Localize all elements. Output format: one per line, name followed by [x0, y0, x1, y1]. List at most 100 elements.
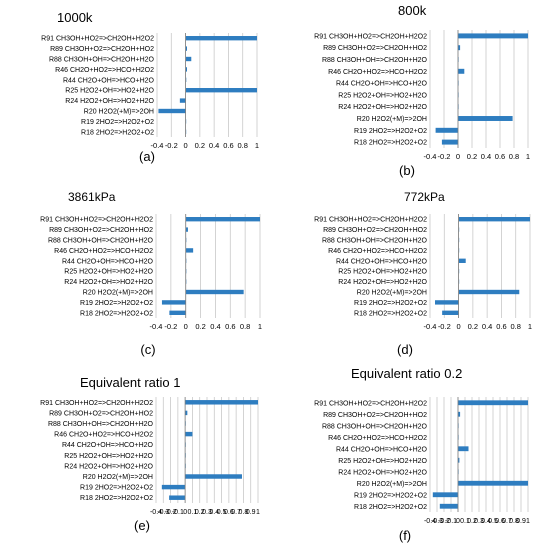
category-label: R25 H2O2+OH=>HO2+H2O — [64, 453, 153, 460]
category-label: R20 H2O2(+M)=>2OH — [83, 474, 153, 481]
category-label: R91 CH3OH+HO2=>CH2OH+H2O2 — [41, 36, 154, 43]
bar — [458, 258, 466, 263]
panel-label: (a) — [139, 149, 155, 164]
x-tick-label: 0.4 — [209, 509, 219, 516]
bar — [185, 217, 260, 222]
x-tick-label: -0.2 — [438, 518, 450, 525]
chart-panel-a: 1000k -0.4 -0.2 0 0.2 0.4 0.6 0.8 1 R91 CH3OH+HO2… — [41, 10, 259, 164]
bar — [185, 67, 187, 72]
chart-title: 800k — [398, 3, 427, 18]
x-tick-label: 0.6 — [495, 152, 505, 161]
category-label: R44 CH2O+OH=>HCO+H2O — [62, 258, 154, 265]
x-tick-label: -0.2 — [438, 152, 451, 161]
category-label: R25 H2O2+OH=>HO2+H2O — [64, 269, 153, 276]
chart-panel-c: 3861kPa -0.4 -0.2 0 0.2 0.4 0.6 0.8 1 R91 CH3OH+H… — [40, 190, 262, 357]
chart-title: Equivalent ratio 0.2 — [351, 366, 462, 381]
bar — [161, 300, 186, 305]
category-label: R91 CH3OH+HO2=>CH2OH+H2O2 — [314, 217, 427, 224]
category-label: R19 2HO2=>H2O2+O2 — [80, 485, 153, 492]
category-label: R46 CH2O+HO2=>HCO+H2O2 — [54, 248, 153, 255]
bar — [458, 116, 513, 121]
category-label: R88 CH3OH+OH=>CH2OH+H2O — [48, 238, 154, 245]
bar — [185, 474, 242, 479]
x-tick-label: 0.8 — [510, 322, 520, 331]
x-tick-label: 0.2 — [195, 322, 205, 331]
x-tick-label: 0.5 — [217, 509, 227, 516]
x-tick-label: -0.4 — [150, 322, 163, 331]
category-label: R88 CH3OH+OH=>CH2OH+H2O — [322, 423, 428, 430]
x-tick-label: -0.2 — [164, 322, 177, 331]
x-tick-label: -0.4 — [424, 152, 437, 161]
category-label: R89 CH3OH+O2=>CH2OH+HO2 — [323, 412, 427, 419]
x-tick-label: 0.4 — [481, 152, 491, 161]
x-tick-label: 0.2 — [195, 509, 205, 516]
panel-label: (f) — [399, 528, 411, 543]
category-label: R46 CH2O+HO2=>HCO+H2O2 — [328, 248, 427, 255]
bar — [435, 300, 459, 305]
bar — [185, 88, 257, 93]
chart-panel-e: Equivalent ratio 1-0.4-0.3-0.2-0.1 0 0.10.… — [40, 375, 260, 533]
bar — [185, 431, 193, 437]
category-label: R46 CH2O+HO2=>HCO+H2O2 — [54, 432, 153, 439]
x-tick-label: -0.4 — [424, 518, 436, 525]
bar — [435, 127, 458, 133]
panel-label: (c) — [140, 342, 155, 357]
x-tick-label: 0.4 — [482, 322, 492, 331]
category-label: R19 2HO2=>H2O2+O2 — [354, 128, 427, 135]
category-label: R88 CH3OH+OH=>CH2OH+H2O — [48, 421, 154, 428]
bar — [458, 446, 469, 452]
x-tick-label: 0 — [456, 152, 460, 161]
bar — [169, 495, 186, 500]
category-label: R19 2HO2=>H2O2+O2 — [80, 300, 153, 307]
x-tick-label: 0 — [456, 322, 460, 331]
category-label: R18 2HO2=>H2O2+O2 — [354, 504, 427, 511]
category-label: R44 CH2O+OH=>HCO+H2O — [63, 77, 155, 84]
x-tick-label: 0.4 — [209, 141, 219, 150]
x-tick-label: 0.3 — [202, 509, 212, 516]
category-label: R89 CH3OH+O2=>CH2OH+HO2 — [323, 227, 427, 234]
bar — [441, 139, 458, 145]
category-label: R88 CH3OH+OH=>CH2OH+H2O — [322, 57, 428, 64]
bar — [458, 45, 461, 51]
x-tick-label: 0.2 — [467, 152, 477, 161]
x-tick-label: 1 — [526, 518, 530, 525]
bar — [185, 56, 192, 62]
category-label: R89 CH3OH+O2=>CH2OH+HO2 — [49, 410, 153, 417]
x-tick-label: 0.1 — [188, 509, 198, 516]
bar — [439, 503, 458, 509]
panel-label: (b) — [399, 163, 415, 178]
x-tick-label: 1 — [258, 322, 262, 331]
category-label: R20 H2O2(+M)=>2OH — [83, 290, 153, 297]
chart-title: 1000k — [57, 10, 93, 25]
category-label: R24 H2O2+OH=>HO2+H2O — [64, 463, 153, 470]
x-tick-label: 0.8 — [237, 141, 247, 150]
x-tick-label: 0.8 — [509, 518, 519, 525]
bar — [458, 457, 460, 463]
x-tick-label: 0 — [184, 322, 188, 331]
category-label: R18 2HO2=>H2O2+O2 — [80, 310, 153, 317]
bar — [432, 492, 458, 498]
bar — [458, 400, 528, 406]
x-tick-label: -0.1 — [172, 509, 184, 516]
x-tick-label: 1 — [528, 322, 532, 331]
category-label: R91 CH3OH+HO2=>CH2OH+H2O2 — [40, 217, 153, 224]
bar — [458, 33, 528, 39]
bar — [185, 46, 187, 51]
x-tick-label: 0.6 — [495, 518, 505, 525]
bar — [185, 227, 188, 232]
category-label: R19 2HO2=>H2O2+O2 — [354, 492, 427, 499]
category-label: R20 H2O2(+M)=>2OH — [357, 290, 427, 297]
category-label: R20 H2O2(+M)=>2OH — [357, 116, 427, 123]
category-label: R46 CH2O+HO2=>HCO+H2O2 — [55, 67, 154, 74]
x-tick-label: -0.4 — [150, 509, 162, 516]
x-tick-label: 0 — [456, 518, 460, 525]
bar — [185, 289, 244, 295]
bar — [442, 310, 459, 315]
x-tick-label: 0.6 — [224, 509, 234, 516]
x-tick-label: 0.5 — [488, 518, 498, 525]
bar — [185, 36, 257, 41]
x-tick-label: 0.6 — [225, 322, 235, 331]
category-label: R89 CH3OH+O2=>CH2OH+HO2 — [323, 45, 427, 52]
category-label: R24 H2O2+OH=>HO2+H2O — [338, 279, 427, 286]
category-label: R91 CH3OH+HO2=>CH2OH+H2O2 — [40, 400, 153, 407]
